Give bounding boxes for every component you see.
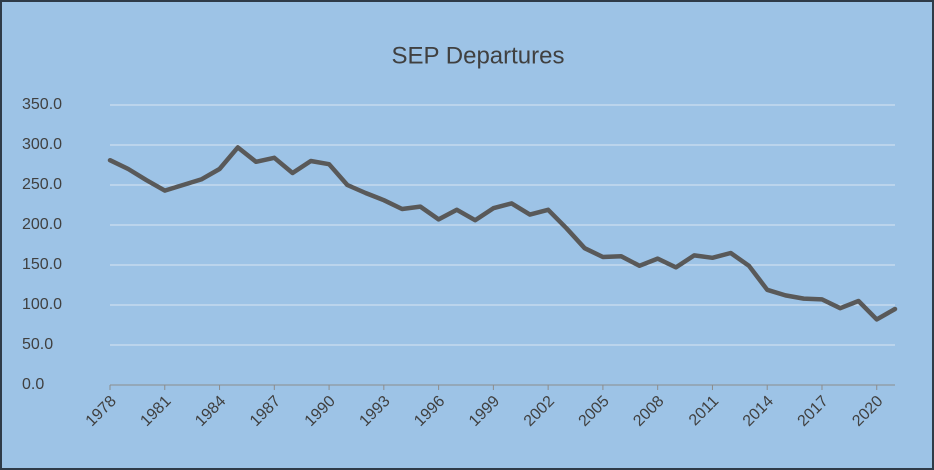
chart-title: SEP Departures (392, 42, 565, 69)
y-tick-label: 100.0 (22, 296, 62, 313)
y-tick-label: 150.0 (22, 256, 62, 273)
y-tick-label: 300.0 (22, 136, 62, 153)
y-tick-label: 50.0 (22, 336, 53, 353)
data-line (107, 145, 898, 322)
y-tick-label: 350.0 (22, 96, 62, 113)
y-tick-label: 250.0 (22, 176, 62, 193)
y-tick-label: 200.0 (22, 216, 62, 233)
y-tick-label: 0.0 (22, 376, 44, 393)
